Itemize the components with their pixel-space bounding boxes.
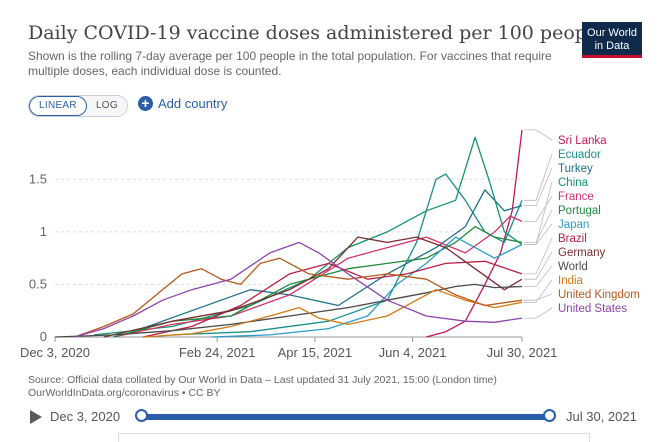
legend-label-china[interactable]: China <box>558 177 589 189</box>
legend-label-world[interactable]: World <box>558 261 588 273</box>
source-note: Source: Official data collated by Our Wo… <box>28 374 588 400</box>
y-tick-label: 1 <box>40 224 47 239</box>
legend-label-portugal[interactable]: Portugal <box>558 205 601 217</box>
plus-icon: + <box>138 96 153 111</box>
x-tick-label: Feb 24, 2021 <box>179 345 256 360</box>
log-scale-button[interactable]: LOG <box>86 96 127 116</box>
chart-series <box>54 129 523 338</box>
x-tick-label: Jun 4, 2021 <box>379 345 447 360</box>
add-country-label: Add country <box>158 96 228 111</box>
logo-line-2: in Data <box>594 40 630 52</box>
y-tick-label: 1.5 <box>29 171 47 186</box>
legend-label-united-kingdom[interactable]: United Kingdom <box>558 289 640 301</box>
series-line-ecuador[interactable] <box>172 173 523 336</box>
add-country-button[interactable]: + Add country <box>138 96 227 111</box>
scale-toggle: LINEAR LOG <box>28 95 128 117</box>
series-line-sri-lanka[interactable] <box>426 129 523 338</box>
legend-label-united-states[interactable]: United States <box>558 303 627 315</box>
tab-bar <box>118 433 590 442</box>
legend-connector <box>524 223 553 245</box>
legend-label-germany[interactable]: Germany <box>558 247 606 259</box>
source-line-2: OurWorldInData.org/coronavirus • CC BY <box>28 387 221 399</box>
x-tick-label: Dec 3, 2020 <box>20 345 90 360</box>
legend-connector <box>524 209 553 243</box>
line-chart[interactable]: 0 0.5 1 1.5 Dec 3, 2020 Feb 24, 2021 Apr 15, … <box>0 120 668 370</box>
legend-connector <box>524 195 553 222</box>
legend-connector <box>524 279 553 303</box>
y-tick-label: 0 <box>40 329 47 344</box>
x-tick-label: Jul 30, 2021 <box>487 345 558 360</box>
timeline-start-date: Dec 3, 2020 <box>50 409 121 424</box>
legend-label-ecuador[interactable]: Ecuador <box>558 149 601 161</box>
legend-connector <box>524 293 553 301</box>
legend-label-sri-lanka[interactable]: Sri Lanka <box>558 135 607 147</box>
series-line-united-states[interactable] <box>74 241 523 338</box>
legend-connector <box>524 307 553 319</box>
play-icon[interactable] <box>30 410 42 424</box>
timeline-end-date: Jul 30, 2021 <box>566 409 637 424</box>
chart-subtitle: Shown is the rolling 7-day average per 1… <box>28 49 552 78</box>
legend-connector <box>524 237 553 275</box>
linear-scale-button[interactable]: LINEAR <box>29 96 87 116</box>
series-line-united-kingdom[interactable] <box>74 257 523 338</box>
legend-label-japan[interactable]: Japan <box>558 219 589 231</box>
logo-line-1: Our World <box>587 27 637 39</box>
series-line-world[interactable] <box>54 283 523 338</box>
timeline-track[interactable] <box>142 414 550 420</box>
timeline: Dec 3, 2020 Jul 30, 2021 <box>0 404 668 430</box>
chart-legend: Sri Lanka Ecuador Turkey China France Portuga… <box>524 129 640 319</box>
legend-connector <box>524 265 553 287</box>
x-axis-ticks: Dec 3, 2020 Feb 24, 2021 Apr 15, 2021 Jun 4… <box>20 337 557 360</box>
series-line-japan[interactable] <box>211 236 523 338</box>
series-line-china[interactable] <box>94 136 523 336</box>
chart-title: Daily COVID-19 vaccine doses administere… <box>28 22 605 44</box>
y-axis-ticks: 0 0.5 1 1.5 <box>29 171 47 344</box>
legend-connector <box>524 153 553 201</box>
timeline-start-handle[interactable] <box>135 409 148 422</box>
legend-label-turkey[interactable]: Turkey <box>558 163 593 175</box>
chart-grid <box>55 178 522 338</box>
timeline-end-handle[interactable] <box>543 409 556 422</box>
legend-connector <box>524 167 553 206</box>
y-tick-label: 0.5 <box>29 276 47 291</box>
source-line-1: Source: Official data collated by Our Wo… <box>28 374 497 386</box>
owid-logo[interactable]: Our World in Data <box>582 22 642 58</box>
legend-connector <box>524 251 553 280</box>
legend-label-brazil[interactable]: Brazil <box>558 233 587 245</box>
series-line-india[interactable] <box>142 289 523 338</box>
series-line-germany[interactable] <box>103 236 523 338</box>
legend-label-france[interactable]: France <box>558 191 594 203</box>
legend-connector <box>524 181 553 245</box>
legend-label-india[interactable]: India <box>558 275 584 287</box>
x-tick-label: Apr 15, 2021 <box>278 345 352 360</box>
legend-connector <box>524 129 553 141</box>
